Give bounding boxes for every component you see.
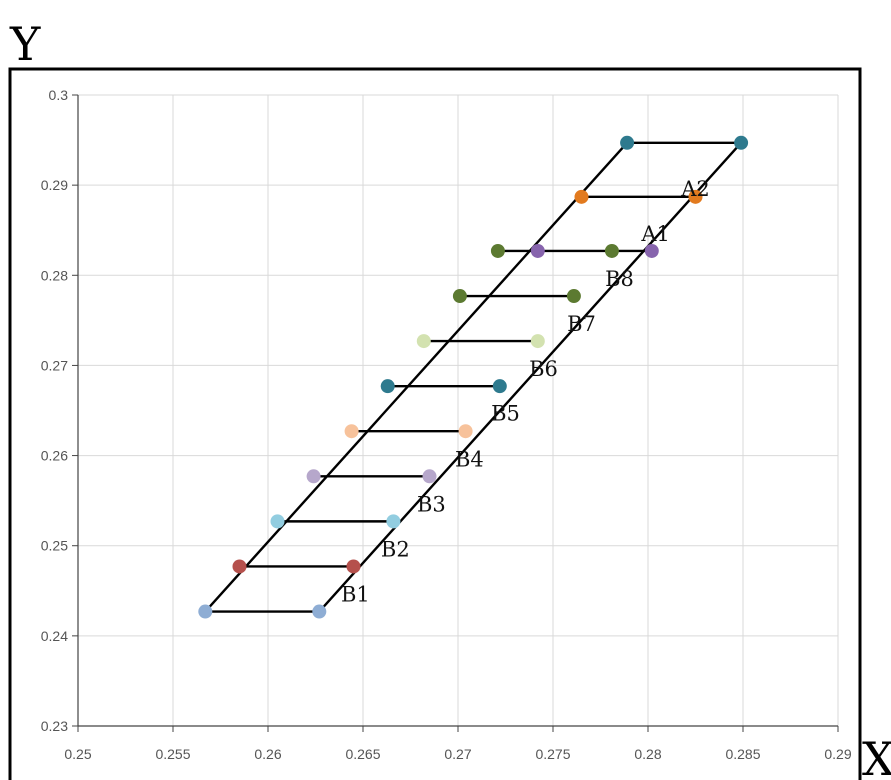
y-tick-label: 0.28: [41, 267, 68, 283]
x-axis-title: X: [862, 732, 891, 780]
data-point: [490, 243, 505, 258]
region-label: B3: [417, 492, 446, 516]
region-label: B5: [491, 401, 520, 425]
region-label: B1: [341, 582, 370, 606]
data-point: [620, 135, 635, 150]
data-point: [270, 514, 285, 529]
y-tick-label: 0.29: [41, 177, 68, 193]
x-tick-label: 0.27: [444, 746, 471, 762]
data-point: [492, 379, 507, 394]
x-tick-label: 0.29: [824, 746, 851, 762]
tick-labels: 0.25 0.255 0.26 0.265 0.27 0.275 0.28 0.285 0.29…: [41, 87, 852, 762]
x-tick-label: 0.255: [155, 746, 190, 762]
data-point: [530, 334, 545, 349]
region-label: A2: [680, 177, 710, 201]
data-point: [688, 189, 703, 204]
data-point: [574, 189, 589, 204]
data-point: [422, 469, 437, 484]
x-tick-label: 0.28: [634, 746, 661, 762]
y-tick-label: 0.26: [41, 448, 68, 464]
data-point: [644, 243, 659, 258]
data-point: [198, 604, 213, 619]
data-point: [232, 559, 247, 574]
ladder-side: [204, 141, 628, 613]
grid-layer: [78, 94, 839, 726]
data-point: [458, 424, 473, 439]
x-tick-label: 0.25: [64, 746, 91, 762]
data-point: [306, 469, 321, 484]
y-tick-label: 0.24: [41, 628, 68, 644]
region-label: A1: [640, 222, 670, 246]
y-tick-label: 0.27: [41, 357, 68, 373]
data-point: [604, 243, 619, 258]
region-label: B8: [605, 267, 634, 291]
y-tick-label: 0.3: [49, 87, 69, 103]
data-point: [380, 379, 395, 394]
y-tick-label: 0.23: [41, 718, 68, 734]
data-points: [198, 135, 749, 619]
axes-layer: [72, 94, 839, 732]
data-point: [452, 289, 467, 304]
chart-frame: [8, 67, 862, 780]
x-tick-label: 0.285: [725, 746, 760, 762]
region-label: B7: [567, 312, 596, 336]
y-tick-label: 0.25: [41, 538, 68, 554]
data-point: [734, 135, 749, 150]
region-label: B6: [529, 357, 558, 381]
data-point: [386, 514, 401, 529]
x-tick-label: 0.26: [254, 746, 281, 762]
x-tick-label: 0.275: [535, 746, 570, 762]
data-point: [530, 243, 545, 258]
region-label: B4: [455, 447, 484, 471]
x-tick-label: 0.265: [345, 746, 380, 762]
data-point: [346, 559, 361, 574]
region-label: B2: [381, 537, 410, 561]
ladder-lines: [204, 141, 742, 613]
y-axis-title: Y: [9, 17, 41, 71]
ladder-side: [318, 141, 742, 613]
data-point: [312, 604, 327, 619]
data-point: [344, 424, 359, 439]
data-point: [416, 334, 431, 349]
data-point: [566, 289, 581, 304]
